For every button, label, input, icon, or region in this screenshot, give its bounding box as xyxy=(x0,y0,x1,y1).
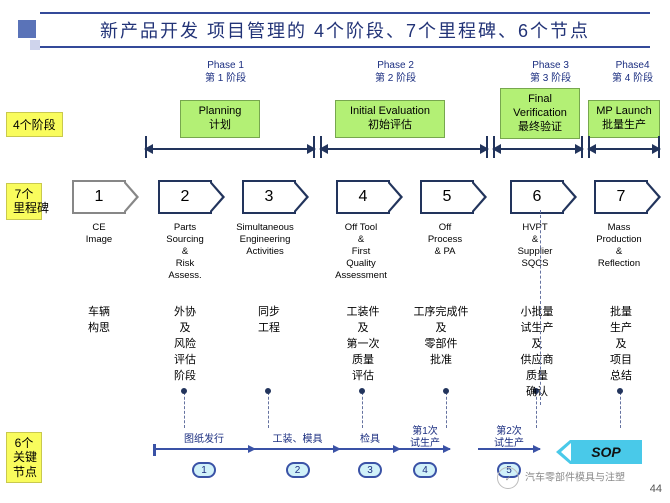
kp-num-2: 2 xyxy=(286,462,310,478)
vline-2 xyxy=(184,392,185,428)
phase-tick-r-3 xyxy=(581,136,583,158)
sop-badge: SOP xyxy=(570,440,642,464)
kp-label-2: 工装、模具 xyxy=(263,434,333,446)
phase-tick-r-2 xyxy=(486,136,488,158)
milestone-2: 2 xyxy=(158,180,212,214)
phase-tick-r-4 xyxy=(658,136,660,158)
phase-line-2 xyxy=(320,148,488,150)
milestone-cn-2: 外协及风险评估阶段 xyxy=(160,305,210,385)
phase-box-3: FinalVerification最终验证 xyxy=(500,88,580,139)
milestone-en-3: SimultaneousEngineeringActivities xyxy=(228,222,302,258)
vline-7 xyxy=(620,392,621,428)
phase-tick-l-4 xyxy=(588,136,590,158)
phase-head-1: Phase 1第 1 阶段 xyxy=(205,60,246,85)
dot-5 xyxy=(443,388,449,394)
kp-num-1: 1 xyxy=(192,462,216,478)
header-bar: 新产品开发 项目管理的 4个阶段、7个里程碑、6个节点 xyxy=(40,12,650,48)
dot-4 xyxy=(359,388,365,394)
phase-line-1 xyxy=(145,148,315,150)
kp-label-4: 第1次试生产 xyxy=(410,426,440,449)
kp-arrow-3 xyxy=(340,448,400,450)
phase-box-1: Planning计划 xyxy=(180,100,260,138)
label-stages: 4个阶段 xyxy=(6,112,63,137)
milestone-cn-7: 批量生产及项目总结 xyxy=(596,305,646,385)
kp-arrow-2 xyxy=(255,448,340,450)
phase-head-4: Phase4第 4 阶段 xyxy=(612,60,653,85)
vline-4 xyxy=(362,392,363,428)
milestone-en-7: MassProduction&Reflection xyxy=(582,222,656,270)
decor-square-small xyxy=(30,40,40,50)
phase-head-3: Phase 3第 3 阶段 xyxy=(530,60,571,85)
milestone-6: 6 xyxy=(510,180,564,214)
milestone-cn-5: 工序完成件及零部件批准 xyxy=(408,305,474,369)
dot-3 xyxy=(265,388,271,394)
milestone-5: 5 xyxy=(420,180,474,214)
milestone-en-2: PartsSourcing&RiskAssess. xyxy=(148,222,222,281)
milestone-en-4: Off Tool&FirstQualityAssessment xyxy=(324,222,398,281)
phase-line-3 xyxy=(493,148,583,150)
phase-head-2: Phase 2第 2 阶段 xyxy=(375,60,416,85)
decor-square-big xyxy=(18,20,36,38)
page-number: 44 xyxy=(650,483,662,495)
page-title: 新产品开发 项目管理的 4个阶段、7个里程碑、6个节点 xyxy=(100,17,590,43)
milestone-cn-1: 车辆构思 xyxy=(74,305,124,337)
vline-main xyxy=(540,210,541,405)
phase-tick-l-3 xyxy=(493,136,495,158)
milestone-cn-6: 小批量试生产及供应商质量确认 xyxy=(512,305,562,401)
phase-tick-l-2 xyxy=(320,136,322,158)
phase-line-4 xyxy=(588,148,660,150)
dot-2 xyxy=(181,388,187,394)
milestone-1: 1 xyxy=(72,180,126,214)
kp-num-4: 4 xyxy=(413,462,437,478)
kp-label-5: 第2次试生产 xyxy=(494,426,524,449)
milestone-en-6: HVPT&SupplierSQCS xyxy=(498,222,572,270)
milestone-4: 4 xyxy=(336,180,390,214)
phase-tick-l-1 xyxy=(145,136,147,158)
milestone-cn-3: 同步工程 xyxy=(244,305,294,337)
phase-box-2: Initial Evaluation初始评估 xyxy=(335,100,445,138)
dot-7 xyxy=(617,388,623,394)
milestone-en-5: OffProcess& PA xyxy=(408,222,482,258)
milestone-7: 7 xyxy=(594,180,648,214)
vline-3 xyxy=(268,392,269,428)
kp-label-3: 检具 xyxy=(335,434,405,446)
label-milestones: 7个 里程碑 xyxy=(6,183,42,220)
watermark-text: 汽车零部件模具与注塑 xyxy=(525,473,625,484)
kp-label-1: 图纸发行 xyxy=(169,434,239,446)
kp-num-3: 3 xyxy=(358,462,382,478)
wechat-icon: ✓ xyxy=(497,467,519,489)
milestone-cn-4: 工装件及第一次质量评估 xyxy=(338,305,388,385)
milestone-en-1: CEImage xyxy=(62,222,136,246)
milestone-3: 3 xyxy=(242,180,296,214)
kp-arrow-1 xyxy=(153,448,255,450)
watermark: ✓ 汽车零部件模具与注塑 xyxy=(497,467,625,489)
vline-5 xyxy=(446,392,447,428)
label-keypoints: 6个 关键 节点 xyxy=(6,432,42,483)
phase-tick-r-1 xyxy=(313,136,315,158)
phase-box-4: MP Launch批量生产 xyxy=(588,100,660,138)
